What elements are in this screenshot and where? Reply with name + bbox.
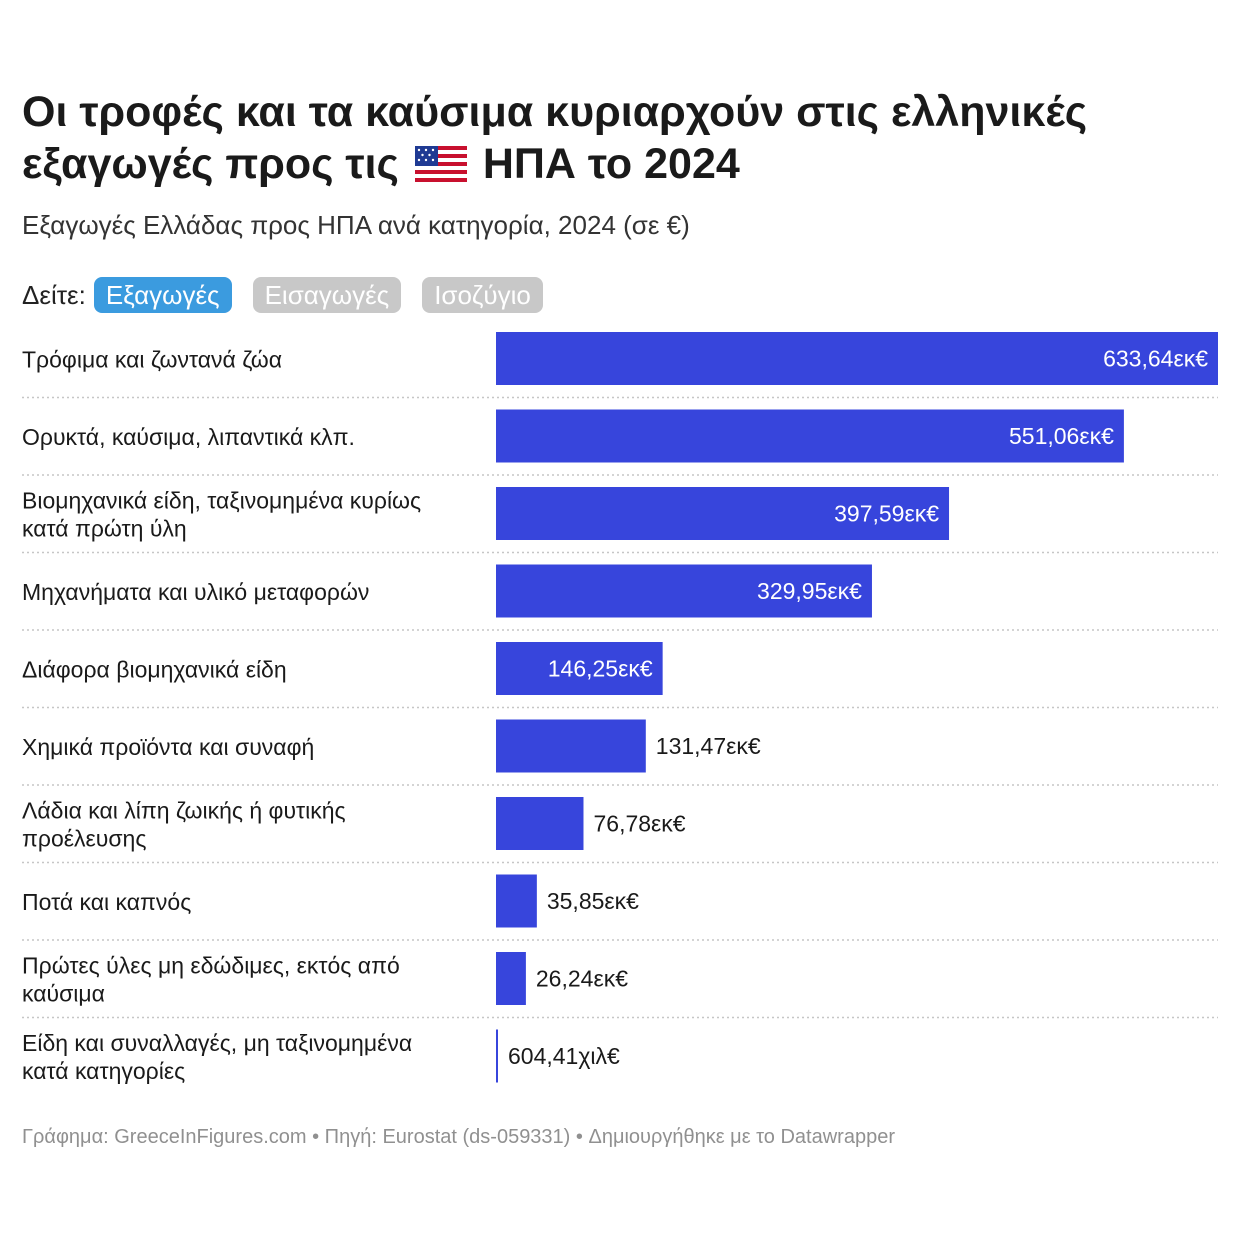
bar <box>496 797 584 850</box>
category-label: Ποτά και καπνός <box>22 889 191 915</box>
value-label: 26,24εκ€ <box>536 966 628 992</box>
chart-footer: Γράφημα: GreeceInFigures.com • Πηγή: Eur… <box>22 1126 895 1148</box>
category-label: Χημικά προϊόντα και συναφή <box>22 734 314 760</box>
us-flag-icon <box>414 146 467 182</box>
bar-row: Πρώτες ύλες μη εδώδιμες, εκτός από καύσιμ… <box>22 952 1218 1019</box>
bar-row: Χημικά προϊόντα και συναφή 131,47εκ€ <box>22 719 1218 786</box>
bar <box>496 332 1218 385</box>
value-label: 604,41χιλ€ <box>508 1043 620 1069</box>
category-label: Μηχανήματα και υλικό μεταφορών <box>22 579 369 605</box>
category-label: Τρόφιμα και ζωντανά ζώα <box>22 347 282 373</box>
chart-title: Οι τροφές και τα καύσιμα κυριαρχούν στις… <box>22 86 1212 190</box>
bar-row: Μηχανήματα και υλικό μεταφορών 329,95εκ€ <box>22 564 1218 631</box>
value-label: 329,95εκ€ <box>757 578 862 604</box>
category-label: Πρώτες ύλες μη εδώδιμες, εκτός από καύσιμ… <box>22 953 400 1007</box>
bar <box>496 564 872 618</box>
bar-row: Λάδια και λίπη ζωικής ή φυτικής προέλευση… <box>22 797 1218 864</box>
bar-row: Τρόφιμα και ζωντανά ζώα 633,64εκ€ <box>22 332 1218 399</box>
toggle-balance-button[interactable]: Ισοζύγιο <box>422 277 543 313</box>
category-label: Λάδια και λίπη ζωικής ή φυτικής προέλευση… <box>22 798 346 852</box>
value-label: 551,06εκ€ <box>1009 423 1114 449</box>
bar-row: Βιομηχανικά είδη, ταξινομημένα κυρίως κατ… <box>22 487 1218 554</box>
category-label: Διάφορα βιομηχανικά είδη <box>22 657 287 683</box>
bar <box>496 642 663 695</box>
category-label: Ορυκτά, καύσιμα, λιπαντικά κλπ. <box>22 424 355 450</box>
bar <box>496 952 526 1005</box>
bar-row: Διάφορα βιομηχανικά είδη 146,25εκ€ <box>22 642 1218 709</box>
bar <box>496 1029 498 1083</box>
value-label: 35,85εκ€ <box>547 888 639 914</box>
value-label: 76,78εκ€ <box>593 811 685 837</box>
bar <box>496 719 646 773</box>
bar <box>496 409 1124 463</box>
bar <box>496 874 537 928</box>
value-label: 131,47εκ€ <box>656 733 761 759</box>
chart-subtitle: Εξαγωγές Ελλάδας προς ΗΠΑ ανά κατηγορία,… <box>22 210 690 240</box>
title-line-2-start: εξαγωγές προς τις <box>22 140 399 188</box>
category-label: Είδη και συναλλαγές, μη ταξινομημένα κατά… <box>22 1030 412 1084</box>
bar-row: Ποτά και καπνός 35,85εκ€ <box>22 874 1218 941</box>
bar-row: Είδη και συναλλαγές, μη ταξινομημένα κατά… <box>22 1029 620 1084</box>
bar <box>496 487 950 540</box>
value-label: 397,59εκ€ <box>834 501 939 527</box>
category-label: Βιομηχανικά είδη, ταξινομημένα κυρίως κατ… <box>22 488 421 542</box>
toggle-imports-button[interactable]: Εισαγωγές <box>252 277 402 313</box>
toggle-exports-button[interactable]: Εξαγωγές <box>93 277 232 313</box>
value-label: 146,25εκ€ <box>548 656 653 682</box>
view-toggle: Δείτε: Εξαγωγές Εισαγωγές Ισοζύγιο <box>22 277 564 313</box>
toggle-label: Δείτε: <box>22 279 86 310</box>
title-line-1: Οι τροφές και τα καύσιμα κυριαρχούν στις… <box>22 88 1088 136</box>
bar-row: Ορυκτά, καύσιμα, λιπαντικά κλπ. 551,06εκ€ <box>22 409 1218 476</box>
title-line-2-end: ΗΠΑ το 2024 <box>482 140 740 188</box>
value-label: 633,64εκ€ <box>1103 346 1208 372</box>
bar-chart: Τρόφιμα και ζωντανά ζώα 633,64εκ€ Ορυκτά, … <box>22 332 1218 1084</box>
